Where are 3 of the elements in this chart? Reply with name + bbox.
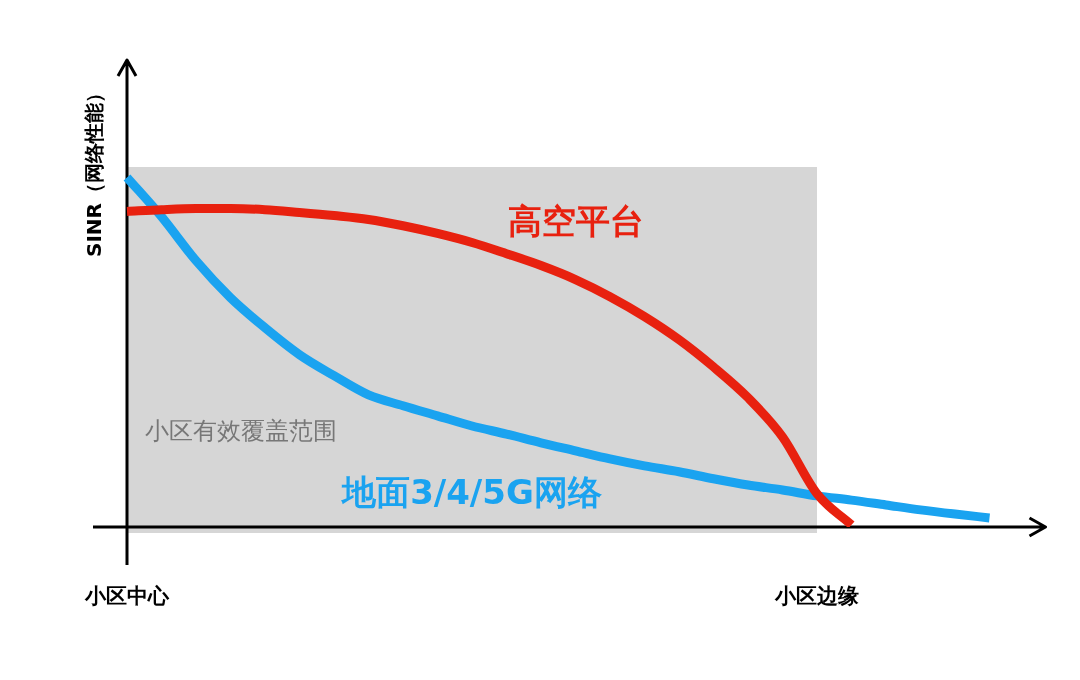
x-tick-label: 小区边缘 <box>774 584 859 609</box>
x-tick-label: 小区中心 <box>84 584 170 609</box>
y-axis-title: SINR（网络性能） <box>82 83 107 257</box>
